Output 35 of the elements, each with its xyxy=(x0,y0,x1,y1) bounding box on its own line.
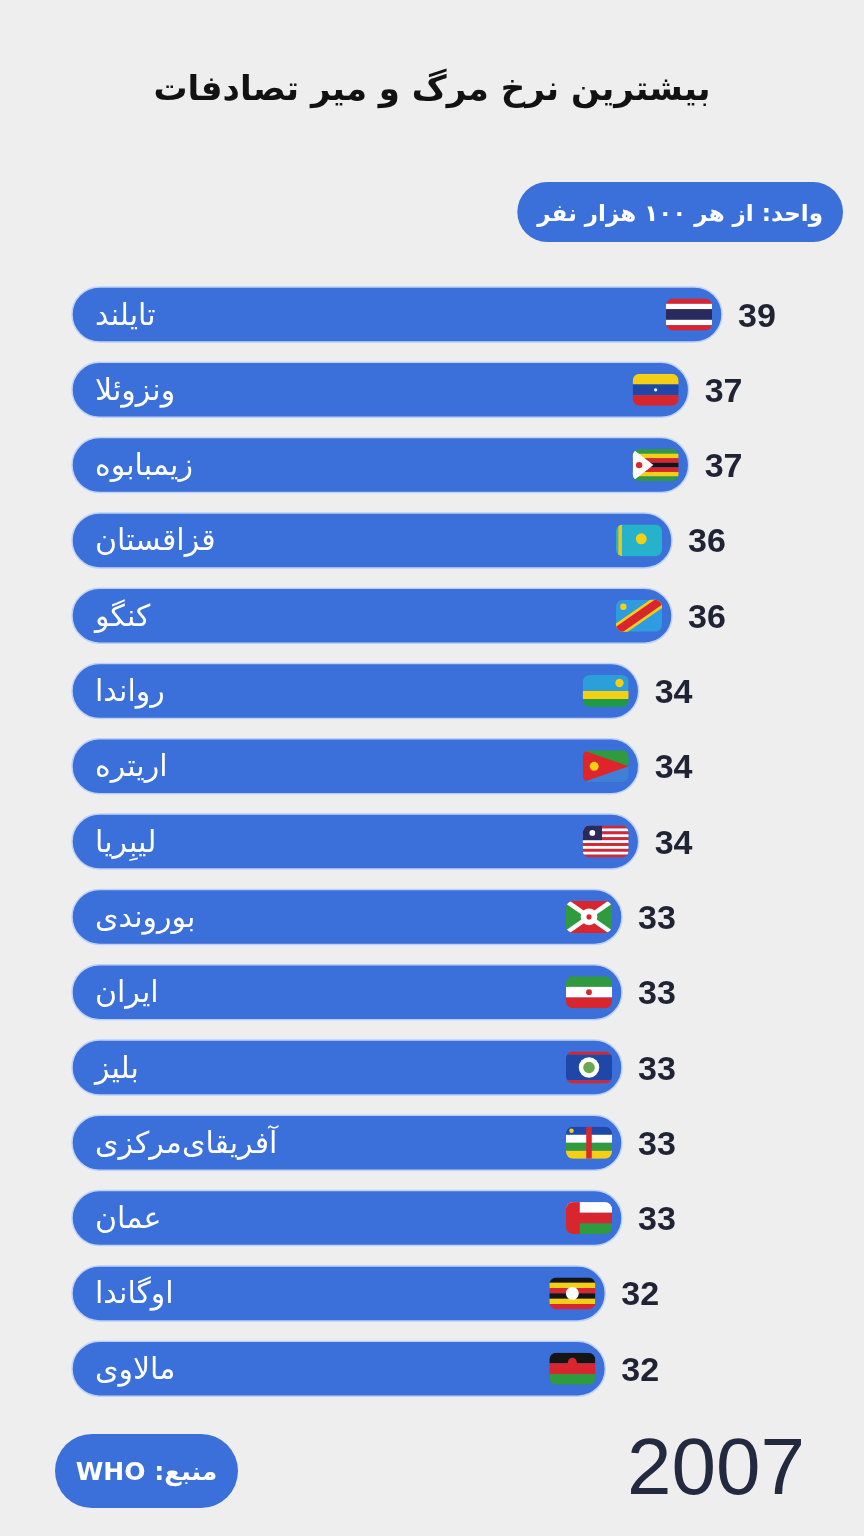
category-label: بلیز xyxy=(95,1049,139,1085)
source: منبع: WHO xyxy=(55,1434,238,1508)
chart-subtitle: واحد: از هر ۱۰۰ هزار نفر xyxy=(536,200,823,227)
category-label: تایلند xyxy=(95,296,156,332)
value-label: 36 xyxy=(688,521,726,560)
category-label: ونزوئلا xyxy=(95,371,176,407)
value-label: 34 xyxy=(654,672,693,710)
value-label: 32 xyxy=(621,1274,660,1313)
value-label: 33 xyxy=(638,1048,676,1087)
year: 2007 xyxy=(627,1422,805,1511)
category-label: زیمبابوه xyxy=(95,447,193,483)
category-label: رواندا xyxy=(95,673,165,708)
title: بیشترین نرخ مرگ و میر تصادفات xyxy=(153,68,711,108)
value-label: 39 xyxy=(738,295,776,334)
value-label: 33 xyxy=(638,1123,676,1162)
category-label: کنگو xyxy=(95,597,151,633)
value-label: 33 xyxy=(638,897,676,936)
category-label: ایران xyxy=(95,974,159,1010)
category-label: عمان xyxy=(95,1200,162,1236)
value-label: 32 xyxy=(621,1349,660,1388)
category-label: مالاوی xyxy=(95,1350,176,1386)
category-label: آفریقای‌مرکزی xyxy=(95,1124,278,1160)
category-label: اوگاندا xyxy=(95,1275,174,1311)
value-label: 37 xyxy=(704,446,743,485)
value-label: 33 xyxy=(638,973,676,1012)
category-label: قزاقستان xyxy=(95,522,216,558)
category-label: بوروندی xyxy=(95,898,196,934)
value-label: 34 xyxy=(654,822,693,861)
value-label: 34 xyxy=(654,747,693,786)
value-label: 37 xyxy=(704,370,743,409)
subtitle: واحد: از هر ۱۰۰ هزار نفر xyxy=(517,182,843,242)
category-label: اریتره xyxy=(95,748,168,784)
value-label: 33 xyxy=(638,1199,676,1238)
value-label: 36 xyxy=(688,596,726,635)
category-label: لیبِریا xyxy=(95,823,157,859)
